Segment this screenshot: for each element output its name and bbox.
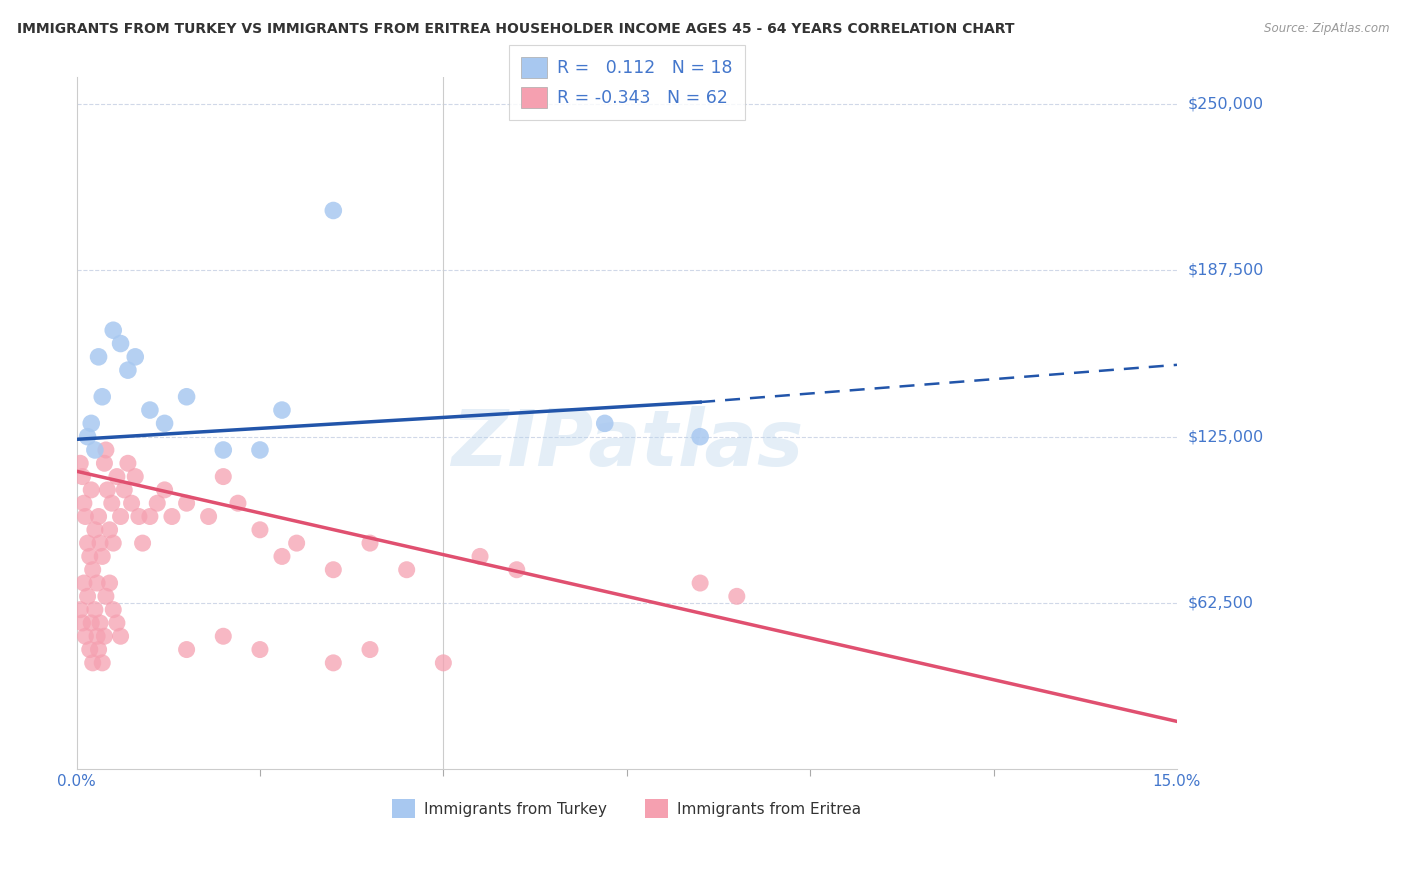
Point [80,483,103,497]
Point [249,442,271,457]
Point [139,509,162,524]
Point [79,642,101,657]
Point [176,496,198,510]
Point [359,536,381,550]
Point [82,563,104,577]
Point [121,496,143,510]
Point [72,469,94,483]
Point [176,390,198,404]
Point [75,509,97,524]
Point [249,642,271,657]
Text: $62,500: $62,500 [1188,596,1254,610]
Text: Source: ZipAtlas.com: Source: ZipAtlas.com [1264,22,1389,36]
Point [83,523,105,537]
Point [468,549,491,564]
Point [89,536,111,550]
Point [212,469,235,483]
Point [271,549,294,564]
Point [94,442,117,457]
Point [124,350,146,364]
Point [93,629,115,643]
Point [73,496,96,510]
Point [153,483,176,497]
Point [98,523,121,537]
Point [359,642,381,657]
Point [91,656,114,670]
Point [105,615,128,630]
Point [395,563,418,577]
Point [103,602,125,616]
Point [80,417,103,431]
Point [86,576,108,591]
Point [91,549,114,564]
Point [80,615,103,630]
Point [212,629,235,643]
Point [76,536,98,550]
Point [153,417,176,431]
Point [689,576,711,591]
Point [110,629,132,643]
Point [79,549,101,564]
Point [94,590,117,604]
Point [83,602,105,616]
Point [197,509,219,524]
Point [689,430,711,444]
Point [69,456,91,470]
Text: $187,500: $187,500 [1188,263,1264,278]
Point [322,656,344,670]
Point [176,642,198,657]
Point [271,403,294,417]
Point [110,336,132,351]
Text: IMMIGRANTS FROM TURKEY VS IMMIGRANTS FROM ERITREA HOUSEHOLDER INCOME AGES 45 - 6: IMMIGRANTS FROM TURKEY VS IMMIGRANTS FRO… [17,22,1014,37]
Point [72,615,94,630]
Point [160,509,183,524]
Text: $125,000: $125,000 [1188,429,1264,444]
Point [87,509,110,524]
Point [322,563,344,577]
Text: $250,000: $250,000 [1188,96,1264,112]
Point [146,496,169,510]
Point [73,576,96,591]
Point [103,323,125,337]
Point [322,203,344,218]
Point [105,469,128,483]
Point [124,469,146,483]
Point [117,456,139,470]
Point [87,350,110,364]
Point [83,442,105,457]
Point [593,417,616,431]
Text: ZIPatlas: ZIPatlas [451,406,803,483]
Point [76,590,98,604]
Point [110,509,132,524]
Point [117,363,139,377]
Point [139,403,162,417]
Legend: Immigrants from Turkey, Immigrants from Eritrea: Immigrants from Turkey, Immigrants from … [387,793,868,824]
Point [112,483,135,497]
Point [249,523,271,537]
Point [82,656,104,670]
Point [212,442,235,457]
Point [131,536,153,550]
Point [69,602,91,616]
Point [226,496,249,510]
Point [432,656,454,670]
Point [100,496,122,510]
Point [76,430,98,444]
Point [96,483,118,497]
Point [103,536,125,550]
Point [75,629,97,643]
Point [93,456,115,470]
Point [506,563,529,577]
Point [98,576,121,591]
Point [87,642,110,657]
Point [285,536,308,550]
Point [86,629,108,643]
Point [725,590,748,604]
Point [91,390,114,404]
Point [89,615,111,630]
Point [128,509,150,524]
